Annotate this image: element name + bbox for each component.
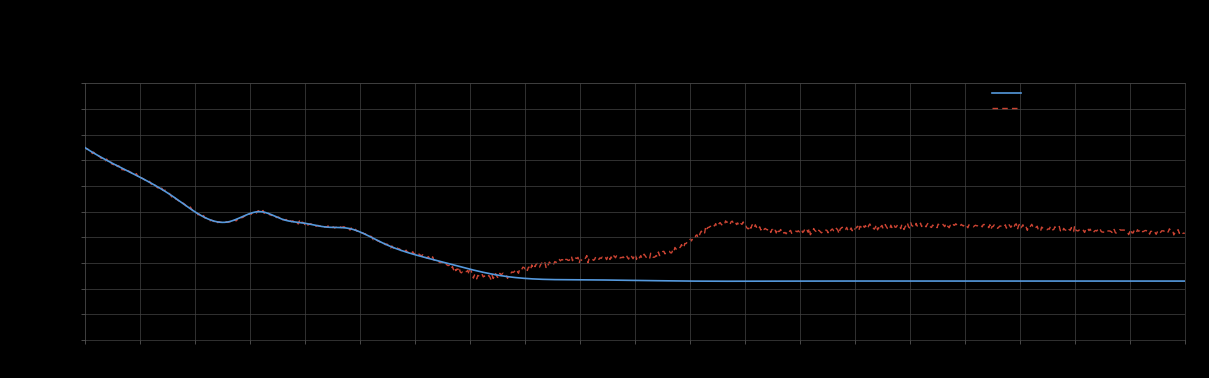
Legend: , : , xyxy=(988,84,1030,118)
